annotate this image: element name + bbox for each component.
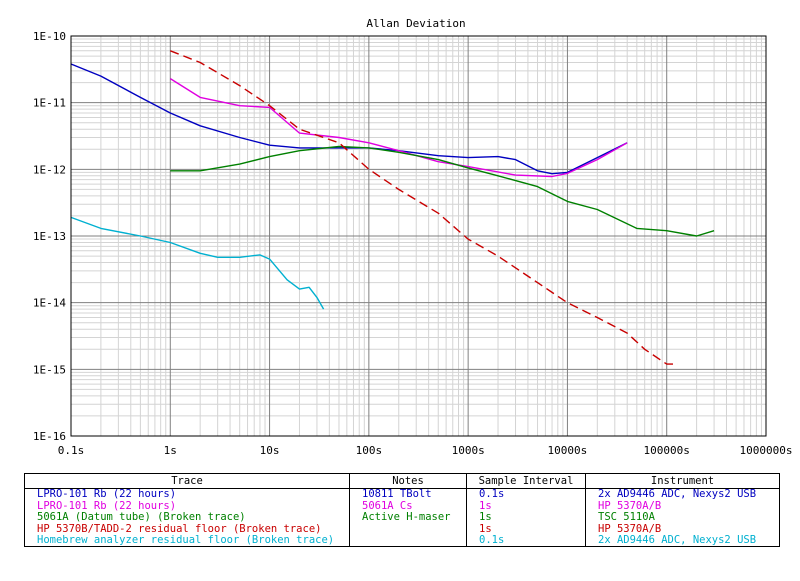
legend-interval-cell: 0.1s [466, 534, 586, 547]
series-layer [70, 50, 715, 365]
x-tick-label: 0.1s [58, 444, 85, 457]
x-tick-label: 1000000s [740, 444, 793, 457]
legend-table: Trace Notes Sample Interval Instrument L… [24, 473, 780, 547]
series-line-5 [70, 216, 325, 310]
x-tick-label: 100000s [644, 444, 690, 457]
legend-header-trace: Trace [25, 474, 350, 489]
x-tick-label: 10000s [548, 444, 588, 457]
x-axis-tick-labels: 0.1s 1s 10s 100s 1000s 10000s 100000s 1000000s [58, 444, 793, 457]
legend-notes-cell: Active H-maser [349, 511, 467, 524]
grid-major [71, 36, 766, 436]
y-tick-label: 1E-16 [33, 430, 66, 443]
legend-interval-cell: 1s [466, 500, 586, 512]
legend-trace-cell: Homebrew analyzer residual floor (Broken… [25, 534, 350, 547]
legend-instrument-cell: HP 5370A/B [598, 499, 662, 512]
legend-notes-cell [349, 535, 467, 547]
legend-notes-cell: 10811 TBolt [349, 488, 467, 501]
legend-interval-cell: 1s [466, 523, 586, 535]
chart-title: Allan Deviation [366, 17, 465, 30]
legend-row: LPRO-101 Rb (22 hours) 10811 TBolt 0.1s 2x … [25, 488, 779, 501]
series-line-2 [169, 78, 628, 178]
legend-instrument-cell: TSC 5110A [598, 511, 655, 523]
legend-notes-cell: 5061A Cs [349, 500, 467, 512]
legend-trace-cell: LPRO-101 Rb (22 hours) [25, 488, 350, 501]
legend-header-row: Trace Notes Sample Interval Instrument [25, 474, 779, 489]
y-tick-label: 1E-11 [33, 97, 66, 110]
series-line-1 [70, 63, 628, 175]
y-tick-label: 1E-14 [33, 297, 66, 310]
y-tick-label: 1E-15 [33, 363, 66, 376]
legend-row: Homebrew analyzer residual floor (Broken… [25, 534, 779, 547]
legend-instrument-cell: 2x AD9446 ADC, Nexys2 USB [598, 534, 757, 546]
x-tick-label: 1s [164, 444, 177, 457]
y-tick-label: 1E-10 [33, 30, 66, 43]
x-tick-label: 100s [356, 444, 383, 457]
legend-notes-cell [349, 523, 467, 535]
legend-row: 5061A (Datum tube) (Broken trace) Active … [25, 511, 779, 524]
legend-trace-cell: LPRO-101 Rb (22 hours) [25, 500, 350, 512]
legend-header-instrument: Instrument [585, 474, 779, 489]
y-tick-label: 1E-12 [33, 163, 66, 176]
legend-trace-cell: HP 5370B/TADD-2 residual floor (Broken t… [25, 523, 350, 535]
y-axis-tick-labels: 1E-10 1E-11 1E-12 1E-13 1E-14 1E-15 1E-16 [33, 30, 66, 443]
legend-interval-cell: 0.1s [466, 488, 586, 501]
legend-trace-cell: 5061A (Datum tube) (Broken trace) [25, 511, 350, 524]
y-tick-label: 1E-13 [33, 230, 66, 243]
legend-instrument-cell: 2x AD9446 ADC, Nexys2 USB [598, 488, 757, 500]
legend-row: HP 5370B/TADD-2 residual floor (Broken t… [25, 522, 779, 535]
series-line-3 [170, 145, 715, 237]
allan-deviation-chart: Allan Deviation 0.1s 1s 10s 100s 1000s 10000s… [33, 17, 793, 457]
legend-instrument-cell: HP 5370A/B [598, 522, 662, 535]
legend-header-sample-interval: Sample Interval [466, 474, 586, 489]
x-tick-label: 10s [260, 444, 280, 457]
legend-header-notes: Notes [349, 474, 467, 489]
legend-interval-cell: 1s [466, 511, 586, 524]
x-tick-label: 1000s [452, 444, 485, 457]
legend-row: LPRO-101 Rb (22 hours) 5061A Cs 1s HP 5370A… [25, 499, 779, 512]
plot-frame [70, 35, 767, 437]
